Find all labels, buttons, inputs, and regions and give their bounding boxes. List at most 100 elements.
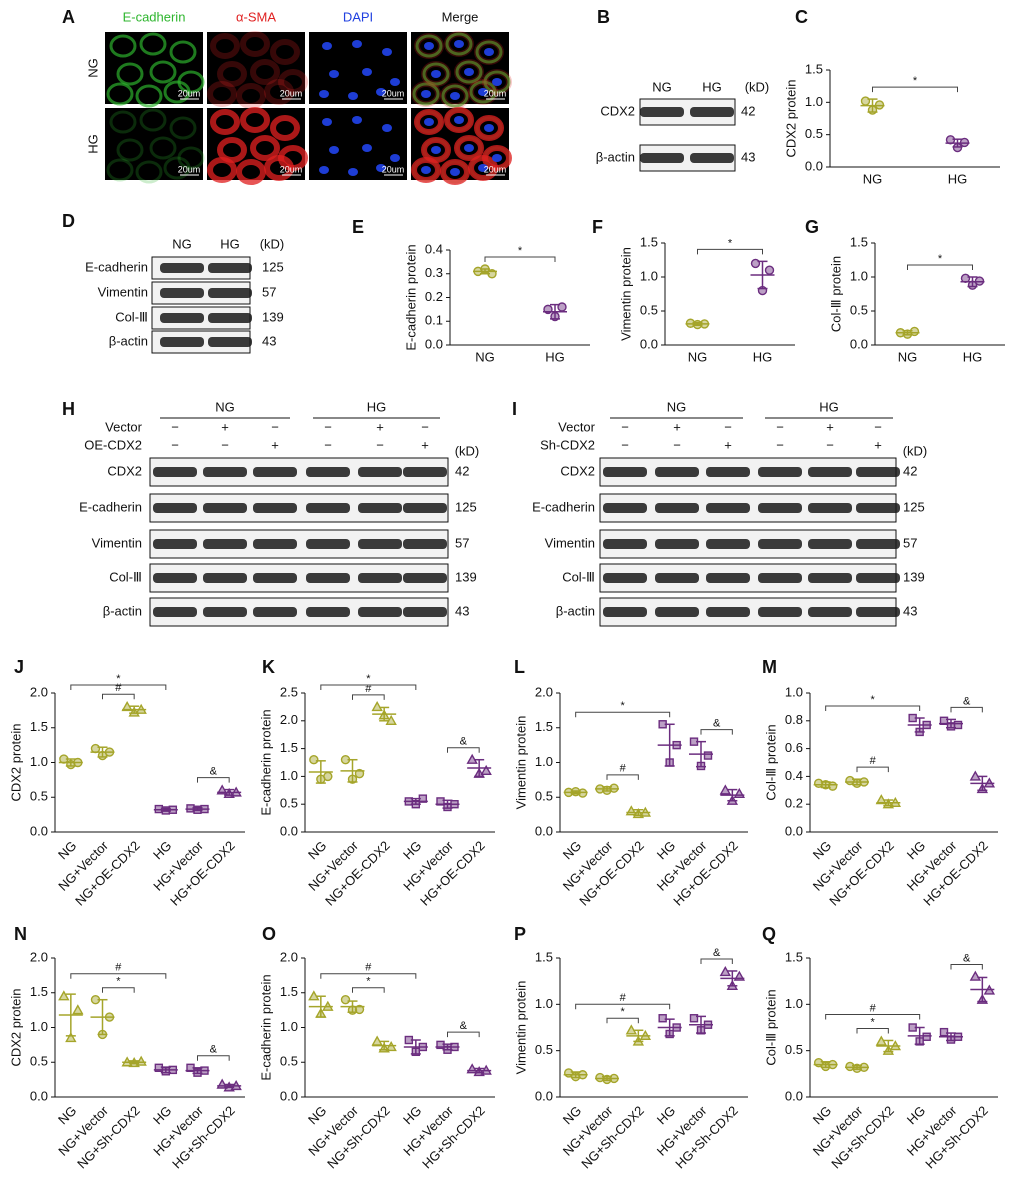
y-tick-label: 0.0 bbox=[280, 1088, 298, 1103]
nucleus bbox=[329, 70, 339, 78]
y-tick-label: 1.5 bbox=[30, 719, 48, 734]
protein-label: β-actin bbox=[103, 603, 142, 618]
band bbox=[403, 467, 447, 477]
band bbox=[208, 263, 252, 273]
x-tick-label: NG bbox=[688, 349, 708, 364]
y-tick-label: 2.0 bbox=[30, 684, 48, 699]
significance-label: * bbox=[116, 673, 121, 685]
y-tick-label: 0.1 bbox=[425, 313, 443, 328]
panel-letter: K bbox=[262, 657, 275, 677]
band bbox=[758, 539, 802, 549]
nucleus bbox=[319, 90, 329, 98]
band bbox=[706, 467, 750, 477]
y-tick-label: 1.0 bbox=[280, 768, 298, 783]
nucleus bbox=[484, 124, 494, 132]
y-tick-label: 0.0 bbox=[805, 158, 823, 173]
kd-label: 43 bbox=[903, 603, 917, 618]
y-tick-label: 1.0 bbox=[785, 684, 803, 699]
significance-bracket bbox=[102, 987, 135, 993]
band bbox=[306, 607, 350, 617]
kd-label: 42 bbox=[455, 463, 469, 478]
nucleus bbox=[362, 144, 372, 152]
y-tick-label: 0.3 bbox=[425, 265, 443, 280]
significance-label: # bbox=[365, 683, 372, 695]
data-point bbox=[875, 794, 888, 805]
data-point bbox=[322, 1000, 334, 1011]
y-tick-label: 2.0 bbox=[30, 949, 48, 964]
data-point bbox=[466, 1063, 478, 1074]
data-point bbox=[186, 1063, 195, 1073]
data-point bbox=[875, 1035, 888, 1046]
nucleus bbox=[454, 40, 464, 48]
data-point bbox=[889, 796, 902, 808]
cell bbox=[106, 82, 134, 106]
band bbox=[203, 573, 247, 583]
band bbox=[706, 539, 750, 549]
data-point bbox=[59, 754, 69, 764]
data-point bbox=[852, 778, 862, 789]
band bbox=[306, 573, 350, 583]
y-tick-label: 1.5 bbox=[785, 949, 803, 964]
treatment-sign: − bbox=[621, 419, 629, 434]
band bbox=[640, 107, 684, 117]
panel-letter: N bbox=[14, 924, 27, 944]
cell bbox=[440, 83, 470, 109]
cell bbox=[468, 155, 498, 181]
data-point bbox=[665, 1029, 674, 1039]
significance-label: * bbox=[366, 673, 371, 685]
nucleus bbox=[382, 48, 392, 56]
significance-bracket bbox=[352, 694, 385, 700]
cell bbox=[264, 155, 294, 181]
data-point bbox=[908, 713, 917, 723]
nucleus bbox=[492, 154, 502, 162]
data-point bbox=[874, 100, 885, 110]
treatment-label: OE-CDX2 bbox=[84, 437, 142, 452]
x-tick-label: HG bbox=[963, 349, 983, 364]
micrograph bbox=[207, 32, 305, 104]
data-point bbox=[827, 781, 838, 791]
data-point bbox=[895, 328, 906, 338]
band bbox=[153, 539, 197, 549]
cell bbox=[421, 137, 451, 163]
data-point bbox=[230, 1079, 242, 1091]
data-point bbox=[696, 1026, 706, 1035]
data-point bbox=[827, 1059, 838, 1070]
significance-bracket bbox=[70, 973, 167, 979]
data-point bbox=[128, 706, 140, 717]
data-point bbox=[193, 805, 202, 814]
cell bbox=[444, 31, 474, 57]
band bbox=[358, 539, 402, 549]
y-tick-label: 1.0 bbox=[850, 268, 868, 283]
x-tick-label: HG bbox=[654, 838, 678, 862]
data-point bbox=[354, 1004, 365, 1015]
cell bbox=[240, 107, 270, 133]
data-point bbox=[216, 1078, 228, 1089]
cell bbox=[217, 61, 247, 87]
data-point bbox=[480, 1064, 492, 1075]
data-point bbox=[411, 1047, 421, 1057]
x-tick-label: HG bbox=[400, 838, 424, 862]
y-axis-label: Vimentin protein bbox=[618, 247, 633, 341]
unit-label: (kD) bbox=[903, 443, 928, 458]
significance-label: # bbox=[365, 962, 372, 974]
significance-bracket bbox=[575, 711, 671, 718]
data-point bbox=[58, 990, 70, 1001]
x-tick-label: NG bbox=[55, 1103, 79, 1127]
data-point bbox=[946, 722, 956, 731]
significance-label: * bbox=[621, 700, 626, 712]
data-point bbox=[939, 1027, 949, 1037]
x-tick-label: HG bbox=[753, 349, 773, 364]
cell bbox=[441, 84, 469, 108]
band bbox=[808, 503, 852, 513]
significance-bracket bbox=[575, 1003, 671, 1010]
band bbox=[690, 153, 734, 163]
significance-bracket bbox=[320, 973, 417, 979]
y-tick-label: 0.5 bbox=[535, 1042, 553, 1057]
scale-bar-label: 20um bbox=[484, 164, 507, 174]
cell bbox=[469, 80, 497, 104]
y-tick-label: 0.0 bbox=[850, 336, 868, 351]
scale-bar-label: 20um bbox=[382, 88, 405, 98]
significance-bracket bbox=[700, 729, 733, 735]
treatment-sign: − bbox=[324, 437, 332, 452]
